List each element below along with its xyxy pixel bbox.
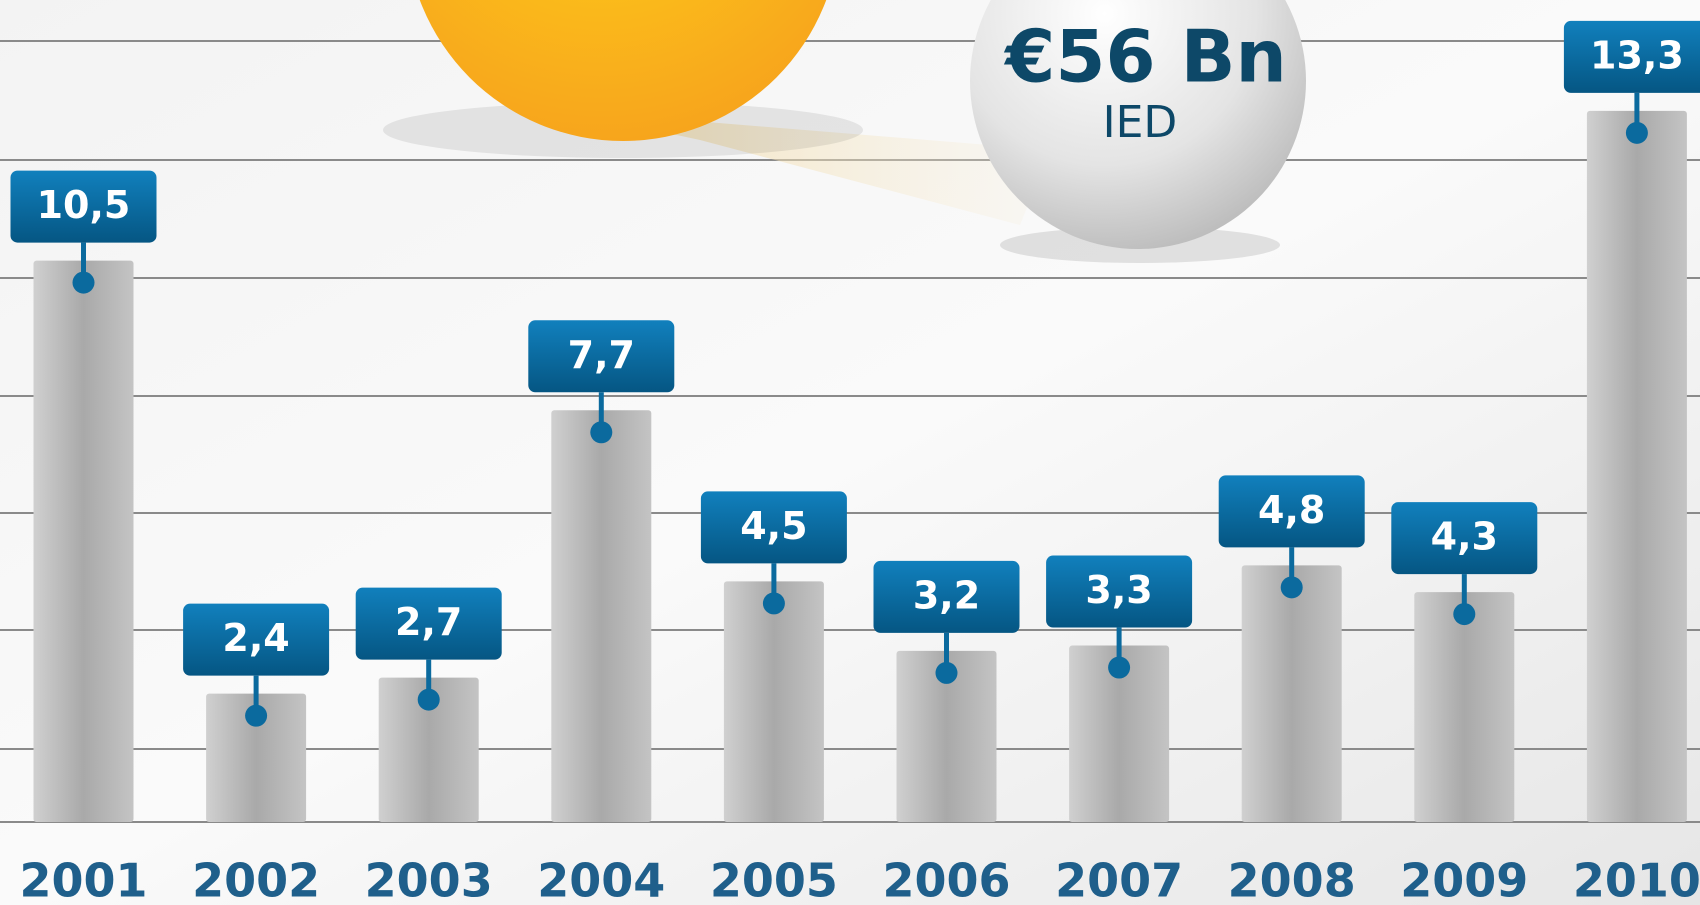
x-tick-label: 2002 [192,854,320,905]
x-tick-label: 2008 [1228,854,1356,905]
value-label: 13,3 [1590,33,1684,77]
x-tick-label: 2010 [1573,854,1700,905]
bar [1242,565,1342,822]
x-tick-label: 2006 [882,854,1010,905]
x-tick-label: 2003 [365,854,493,905]
chart: €56 Bn IED 10,5 2001 2,4 2002 2,7 2003 7,7 2004… [0,0,1700,905]
x-tick-label: 2007 [1055,854,1183,905]
bar [1414,592,1514,822]
value-label: 2,7 [395,600,462,644]
bar [551,410,651,822]
label-pin-dot [590,421,612,443]
label-pin-dot [1108,657,1130,679]
value-label: 7,7 [568,333,635,377]
value-label: 10,5 [37,183,131,227]
x-tick-label: 2004 [537,854,665,905]
value-label: 4,3 [1431,515,1498,559]
label-pin-dot [1453,603,1475,625]
bar [34,261,134,822]
value-label: 3,2 [913,573,980,617]
x-tick-label: 2001 [19,854,147,905]
label-pin-dot [1281,576,1303,598]
label-pin-dot [73,272,95,294]
bar [1587,111,1687,822]
label-pin-dot [763,592,785,614]
annotation-value: €56 Bn [1003,15,1287,99]
x-tick-label: 2005 [710,854,838,905]
label-pin-dot [418,689,440,711]
label-pin-dot [936,662,958,684]
bar [724,581,824,822]
label-pin-dot [1626,122,1648,144]
value-label: 4,5 [740,504,807,548]
label-pin-dot [245,705,267,727]
value-label: 3,3 [1085,568,1152,612]
value-label: 4,8 [1258,488,1325,532]
annotation-label: IED [1103,97,1178,148]
x-tick-label: 2009 [1400,854,1528,905]
value-label: 2,4 [222,616,289,660]
